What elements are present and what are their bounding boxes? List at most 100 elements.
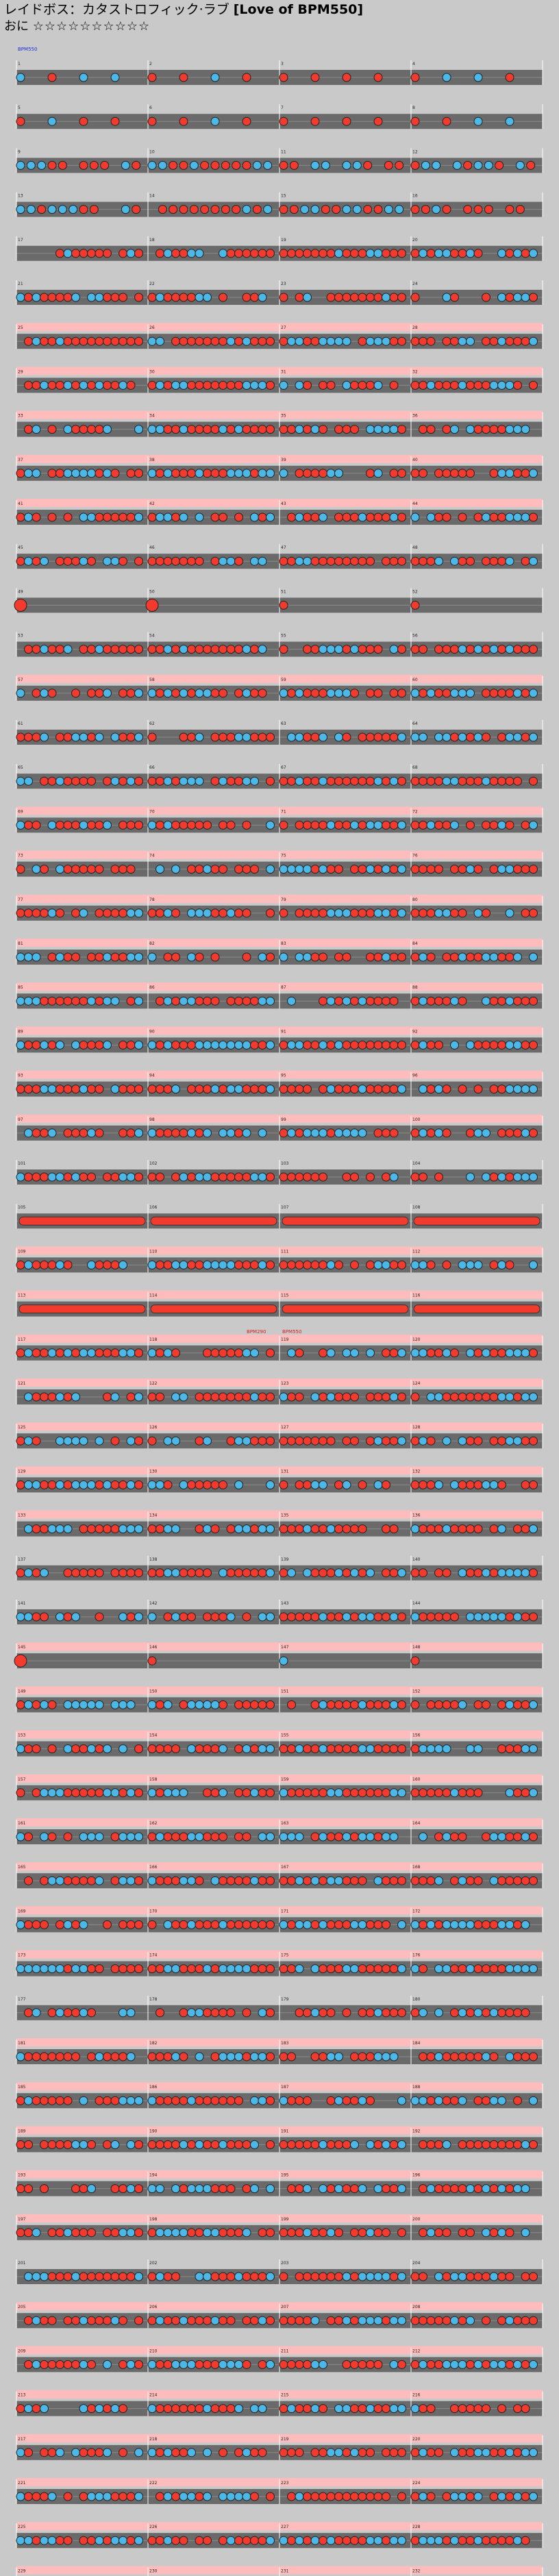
don-note xyxy=(410,2536,420,2545)
ka-note xyxy=(458,1920,467,1929)
ka-note xyxy=(482,1480,490,1489)
don-note xyxy=(171,2316,180,2325)
don-note xyxy=(513,2316,522,2325)
don-note xyxy=(40,1172,49,1182)
ka-note xyxy=(373,425,383,434)
ka-note xyxy=(71,293,80,302)
don-note xyxy=(47,2272,57,2281)
don-note xyxy=(40,2360,49,2369)
don-note xyxy=(203,1920,212,1929)
measure-number: 135 xyxy=(281,1513,289,1518)
ka-note xyxy=(342,2272,351,2281)
ka-note xyxy=(163,469,173,478)
ka-note xyxy=(24,1260,33,1270)
don-note xyxy=(497,2008,506,2018)
don-note xyxy=(289,205,299,214)
don-note xyxy=(95,1612,104,1622)
ka-note xyxy=(171,1085,180,1094)
measure-number: 195 xyxy=(281,2173,289,2178)
ka-note xyxy=(63,1700,73,1709)
don-note xyxy=(505,2272,514,2281)
ka-note xyxy=(266,1744,275,1754)
don-note xyxy=(134,1348,143,1358)
don-note xyxy=(210,865,220,874)
ka-note xyxy=(63,2228,73,2238)
don-note xyxy=(16,2140,25,2149)
ka-note xyxy=(134,2096,143,2105)
ka-note xyxy=(147,336,157,346)
ka-note xyxy=(326,1260,336,1270)
ka-note xyxy=(389,512,399,522)
don-note xyxy=(419,1612,427,1622)
don-note xyxy=(179,1040,188,1050)
don-note xyxy=(187,556,196,566)
measure-number: 81 xyxy=(18,941,23,946)
ka-note xyxy=(466,336,475,346)
ka-note xyxy=(450,776,459,786)
don-note xyxy=(342,1436,351,1446)
ka-note xyxy=(79,1436,88,1446)
don-note xyxy=(210,732,220,742)
don-note xyxy=(242,1568,251,1578)
ka-note xyxy=(473,2536,483,2545)
don-note xyxy=(219,1348,227,1358)
ka-note xyxy=(32,2008,41,2018)
ka-note xyxy=(210,1876,220,1885)
ka-note xyxy=(473,73,483,82)
don-note xyxy=(63,2140,73,2149)
don-note xyxy=(497,556,506,566)
don-note xyxy=(234,1392,243,1402)
don-note xyxy=(513,865,522,874)
ka-note xyxy=(426,380,436,390)
don-note xyxy=(232,205,241,214)
ka-note xyxy=(203,1040,212,1050)
measure-number: 190 xyxy=(149,2129,158,2133)
ka-note xyxy=(234,2404,243,2414)
don-note xyxy=(319,1876,327,1885)
don-note xyxy=(319,1524,327,1534)
measure-number: 10 xyxy=(149,149,155,154)
ka-note xyxy=(342,1128,351,1138)
measure-number: 147 xyxy=(281,1645,289,1650)
ka-note xyxy=(219,1128,227,1138)
don-note xyxy=(24,2360,33,2369)
don-note xyxy=(250,1436,259,1446)
ka-note xyxy=(334,2448,343,2457)
don-note xyxy=(289,160,299,170)
don-note xyxy=(521,1876,530,1885)
ka-note xyxy=(47,2536,57,2545)
ka-note xyxy=(295,1876,304,1885)
ka-note xyxy=(16,2492,25,2501)
don-note xyxy=(389,1964,399,1974)
don-note xyxy=(513,1744,522,1754)
don-note xyxy=(258,1788,267,1798)
don-note xyxy=(287,556,296,566)
don-note xyxy=(242,116,251,126)
don-note xyxy=(203,1392,212,1402)
don-note xyxy=(171,2404,180,2414)
don-note xyxy=(200,205,210,214)
ka-note xyxy=(55,1392,64,1402)
don-note xyxy=(55,2228,64,2238)
don-note xyxy=(326,2492,336,2501)
don-note xyxy=(466,380,475,390)
don-note xyxy=(350,2536,359,2545)
ka-note xyxy=(397,1085,406,1094)
ka-note xyxy=(219,1964,227,1974)
don-note xyxy=(513,1876,522,1885)
ka-note xyxy=(219,1788,227,1798)
ka-note xyxy=(397,732,406,742)
don-note xyxy=(234,1700,243,1709)
don-note xyxy=(366,645,375,654)
ka-note xyxy=(95,645,104,654)
don-note xyxy=(47,952,57,962)
don-note xyxy=(119,293,127,302)
don-note xyxy=(234,1172,243,1182)
don-note xyxy=(473,1700,483,1709)
don-note xyxy=(410,1700,420,1709)
don-note xyxy=(426,2404,436,2414)
don-note xyxy=(40,2052,49,2061)
don-note xyxy=(169,205,178,214)
measure-number: 167 xyxy=(281,1865,289,1870)
ka-note xyxy=(179,512,188,522)
